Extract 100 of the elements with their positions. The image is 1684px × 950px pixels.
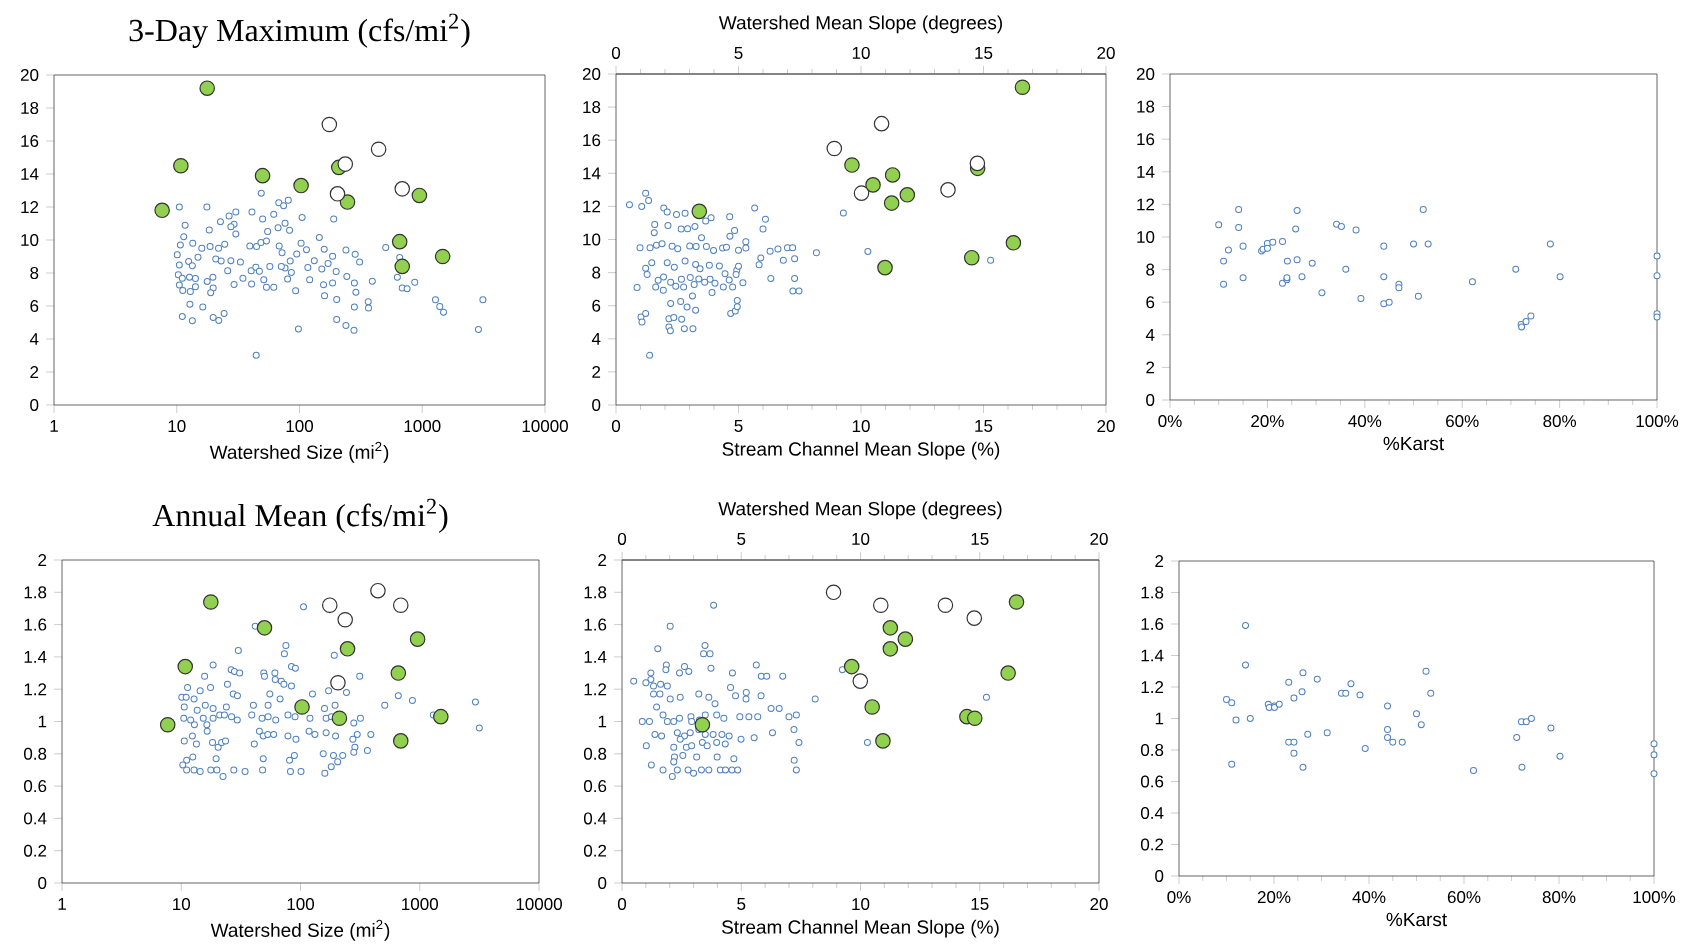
- x2-tick-label: 10: [852, 46, 870, 59]
- x2-tick-label: 5: [734, 47, 743, 59]
- y-tick-label: 18: [21, 102, 39, 115]
- y-tick-label: 14: [1137, 165, 1155, 178]
- y-tick-label: 18: [1137, 100, 1155, 113]
- x-tick-label: 10: [852, 898, 870, 911]
- y-tick-label: 0.8: [583, 747, 607, 760]
- y-tick-label: 1.6: [1141, 618, 1164, 631]
- y-tick-label: 0: [1146, 393, 1155, 407]
- x2-tick-label: 0: [611, 46, 621, 59]
- x-tick-label: 60%: [1446, 415, 1479, 428]
- y-tick-label: 2: [38, 554, 47, 566]
- y-tick-label: 1: [38, 715, 47, 728]
- x-tick-label: 0: [617, 898, 627, 911]
- x-axis-title: Stream Channel Mean Slope (%): [721, 919, 999, 938]
- y-tick-label: 12: [1137, 198, 1155, 211]
- x-tick-label: 5: [734, 420, 743, 432]
- y-tick-label: 6: [1146, 296, 1155, 309]
- y-tick-label: 0.4: [24, 812, 47, 825]
- y-tick-label: 1.4: [1141, 649, 1164, 662]
- x-tick-label: 1: [50, 420, 58, 432]
- y-tick-label: 20: [20, 68, 39, 82]
- y-tick-label: 16: [21, 134, 39, 148]
- y-tick-label: 8: [592, 266, 601, 279]
- x-tick-label: 60%: [1447, 891, 1481, 904]
- y-tick-label: 20: [1136, 68, 1155, 81]
- y-tick-label: 1.8: [584, 586, 607, 599]
- x-tick-label: 5: [737, 898, 746, 910]
- y-tick-label: 12: [21, 201, 39, 213]
- x-tick-label: 1000: [404, 420, 441, 433]
- x-tick-label: 20%: [1251, 415, 1284, 428]
- y-tick-label: 16: [583, 134, 601, 147]
- x-tick-label: 10: [168, 420, 186, 433]
- y-tick-label: 0.8: [24, 747, 47, 760]
- x2-tick-label: 15: [975, 47, 993, 59]
- y-tick-label: 0.8: [1140, 744, 1164, 757]
- y-tick-label: 2: [592, 365, 601, 378]
- x2-axis-title: Watershed Mean Slope (degrees): [718, 501, 1002, 520]
- x-tick-label: 100: [286, 420, 314, 433]
- x-tick-label: 40%: [1352, 891, 1386, 904]
- x-tick-label: 15: [975, 420, 993, 432]
- y-tick-label: 0.6: [583, 780, 607, 793]
- chart-title: 3-Day Maximum (cfs/mi$^{2}$): [129, 13, 470, 48]
- y-tick-label: 14: [583, 167, 601, 180]
- y-tick-label: 14: [21, 168, 39, 180]
- chart-title: Annual Mean (cfs/mi$^{2}$): [152, 498, 448, 533]
- x-tick-label: 1: [58, 898, 66, 910]
- x-axis-title: %Karst: [1386, 912, 1447, 927]
- x-tick-label: 80%: [1542, 891, 1576, 904]
- y-tick-label: 4: [1145, 328, 1155, 341]
- x-tick-label: 0: [611, 420, 621, 433]
- y-tick-label: 6: [30, 300, 39, 313]
- y-tick-label: 0: [1155, 870, 1164, 883]
- y-tick-label: 1: [1155, 712, 1164, 725]
- y-tick-label: 1.6: [584, 618, 607, 631]
- y-tick-label: 0.2: [1140, 838, 1164, 851]
- x-axis-title: Stream Channel Mean Slope (%): [722, 441, 1000, 460]
- x-tick-label: 20: [1097, 420, 1115, 433]
- y-tick-label: 0: [592, 399, 601, 412]
- y-tick-label: 1.2: [1141, 681, 1164, 693]
- y-tick-label: 0.2: [583, 844, 607, 857]
- x-tick-label: 10000: [516, 898, 562, 911]
- x2-axis-title: Watershed Mean Slope (degrees): [718, 15, 1002, 34]
- x-tick-label: 20%: [1257, 891, 1291, 904]
- y-tick-label: 1.2: [584, 683, 607, 696]
- x-tick-label: 100: [287, 898, 315, 911]
- x-tick-label: 20: [1090, 898, 1108, 911]
- y-tick-label: 1.4: [24, 651, 47, 663]
- x2-tick-label: 20: [1097, 46, 1115, 59]
- y-tick-label: 2: [598, 554, 607, 566]
- y-tick-label: 0: [38, 877, 47, 890]
- x-tick-label: 100%: [1633, 891, 1676, 904]
- y-tick-label: 4: [591, 332, 601, 345]
- x2-tick-label: 5: [737, 533, 746, 545]
- y-tick-label: 1: [598, 715, 607, 728]
- x-tick-label: 100%: [1636, 415, 1679, 428]
- x-tick-label: 10: [852, 420, 870, 433]
- y-tick-label: 12: [583, 200, 601, 213]
- x2-tick-label: 10: [852, 532, 870, 545]
- y-tick-label: 1.4: [584, 651, 607, 663]
- y-tick-label: 1.8: [24, 586, 47, 599]
- y-tick-label: 20: [582, 67, 601, 81]
- y-tick-label: 1.8: [1141, 586, 1164, 599]
- y-tick-label: 16: [1137, 133, 1155, 146]
- y-tick-label: 0.4: [1140, 807, 1164, 820]
- y-tick-label: 1.6: [24, 618, 47, 631]
- x2-tick-label: 0: [617, 532, 627, 545]
- x-tick-label: 40%: [1348, 415, 1382, 428]
- y-tick-label: 2: [1146, 361, 1155, 374]
- y-tick-label: 0: [598, 877, 607, 890]
- y-tick-label: 8: [30, 266, 39, 280]
- y-tick-label: 4: [29, 333, 39, 345]
- y-tick-label: 0.4: [583, 812, 607, 825]
- y-tick-label: 0: [30, 398, 39, 412]
- x-tick-label: 15: [971, 898, 989, 910]
- y-tick-label: 10: [21, 234, 39, 247]
- y-tick-label: 0.2: [24, 844, 47, 857]
- y-tick-label: 18: [583, 101, 601, 114]
- x-tick-label: 10000: [522, 420, 568, 433]
- y-tick-label: 10: [583, 233, 601, 246]
